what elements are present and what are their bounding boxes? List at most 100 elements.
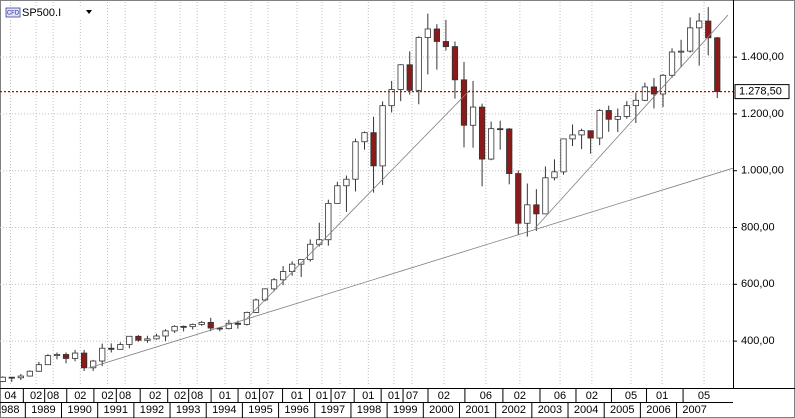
x-tick-label: 04 [4, 390, 16, 402]
candle-body [135, 335, 142, 341]
candle-body [126, 335, 133, 345]
year-label: 2007 [682, 404, 706, 416]
candle-body [406, 64, 413, 91]
trendline [534, 14, 729, 229]
candle-body [632, 99, 639, 107]
candle-body [0, 376, 6, 382]
x-tick-label: 02 [30, 390, 42, 402]
x-tick-label: 05 [698, 390, 710, 402]
candle-body [234, 322, 241, 325]
candle-body [587, 130, 594, 139]
candle-body [433, 28, 440, 42]
candle-body [198, 321, 205, 325]
candle-body [90, 360, 97, 369]
candle-body [533, 204, 540, 215]
candle-body [144, 338, 151, 341]
candle-body [569, 134, 576, 140]
badge-box [5, 7, 21, 18]
candle-body [8, 376, 15, 379]
x-tick-label: 07 [334, 390, 346, 402]
year-label: 2000 [429, 404, 453, 416]
candle-body [488, 128, 495, 160]
x-tick-label: 02 [586, 390, 598, 402]
candle-body [397, 64, 404, 90]
candle-body [379, 105, 386, 167]
candle-body [696, 20, 703, 29]
candle-body [225, 322, 232, 330]
candle-body [623, 105, 630, 117]
candle-body [207, 321, 214, 329]
x-tick-label: 01 [291, 390, 303, 402]
x-tick-label: 02 [174, 390, 186, 402]
candle-body [99, 347, 106, 362]
symbol: SP500.I [22, 7, 61, 19]
dropdown-arrow[interactable] [86, 10, 92, 14]
candle-body [542, 177, 549, 215]
x-tick-label: 08 [119, 390, 131, 402]
year-label: 1990 [67, 404, 91, 416]
candle-body [35, 364, 43, 372]
candle-body [415, 37, 422, 91]
x-tick-label: 08 [191, 390, 203, 402]
candle-body [524, 204, 531, 224]
y-tick-label: 400,00 [741, 335, 775, 347]
last-price-box [734, 84, 790, 100]
y-tick-label: 1.000,00 [741, 165, 784, 177]
x-tick-label: 01 [388, 390, 400, 402]
x-tick-label: 01 [362, 390, 374, 402]
candle-body [370, 132, 377, 167]
year-label: 2005 [610, 404, 634, 416]
candle-body [343, 178, 350, 187]
x-tick-label: 05 [625, 390, 637, 402]
candle-body [506, 128, 513, 174]
y-tick-label: 800,00 [741, 221, 775, 233]
candle-body [469, 106, 477, 126]
x-tick-label: 02 [101, 390, 113, 402]
candle-body [189, 323, 196, 328]
year-label: 2002 [502, 404, 526, 416]
last-price-label: 1.278,50 [739, 86, 782, 98]
candle-body [26, 370, 33, 377]
candle-body [641, 86, 649, 101]
year-label: 1998 [357, 404, 381, 416]
candle-body [162, 330, 169, 337]
x-tick-label: 07 [406, 390, 418, 402]
candle-body [668, 51, 676, 76]
x-tick-label: 02 [438, 390, 450, 402]
candle-body [687, 27, 694, 52]
candle-body [334, 185, 341, 204]
y-tick-label: 600,00 [741, 278, 775, 290]
candle-body [650, 86, 658, 95]
candle-body [714, 37, 721, 93]
candle-body [677, 50, 685, 53]
candle-body [442, 41, 450, 47]
candle-body [180, 325, 187, 328]
candle-body [596, 110, 603, 139]
year-label: 1989 [31, 404, 55, 416]
year-label: 1991 [104, 404, 128, 416]
candle-body [108, 347, 115, 350]
candle-body [298, 259, 305, 265]
candle-body [17, 375, 24, 379]
x-tick-label: 06 [554, 390, 566, 402]
candle-body [578, 130, 585, 136]
candle-body [44, 355, 52, 366]
x-tick-label: 07 [262, 390, 274, 402]
symbol-header[interactable]: CFD SP500.I [4, 6, 92, 19]
y-tick-label: 1.200,00 [741, 108, 784, 120]
candle-body [352, 141, 359, 180]
year-label: 1988 [0, 404, 19, 416]
candle-body [307, 243, 314, 261]
year-label: 1995 [248, 404, 272, 416]
x-tick-label: 06 [480, 390, 492, 402]
year-label: 2006 [646, 404, 670, 416]
candle-body [478, 106, 486, 160]
year-label: 2003 [538, 404, 562, 416]
x-tick-label: 01 [245, 390, 257, 402]
candle-body [361, 132, 368, 143]
candle-body [270, 279, 278, 290]
candle-body [81, 352, 88, 369]
year-label: 1999 [393, 404, 417, 416]
